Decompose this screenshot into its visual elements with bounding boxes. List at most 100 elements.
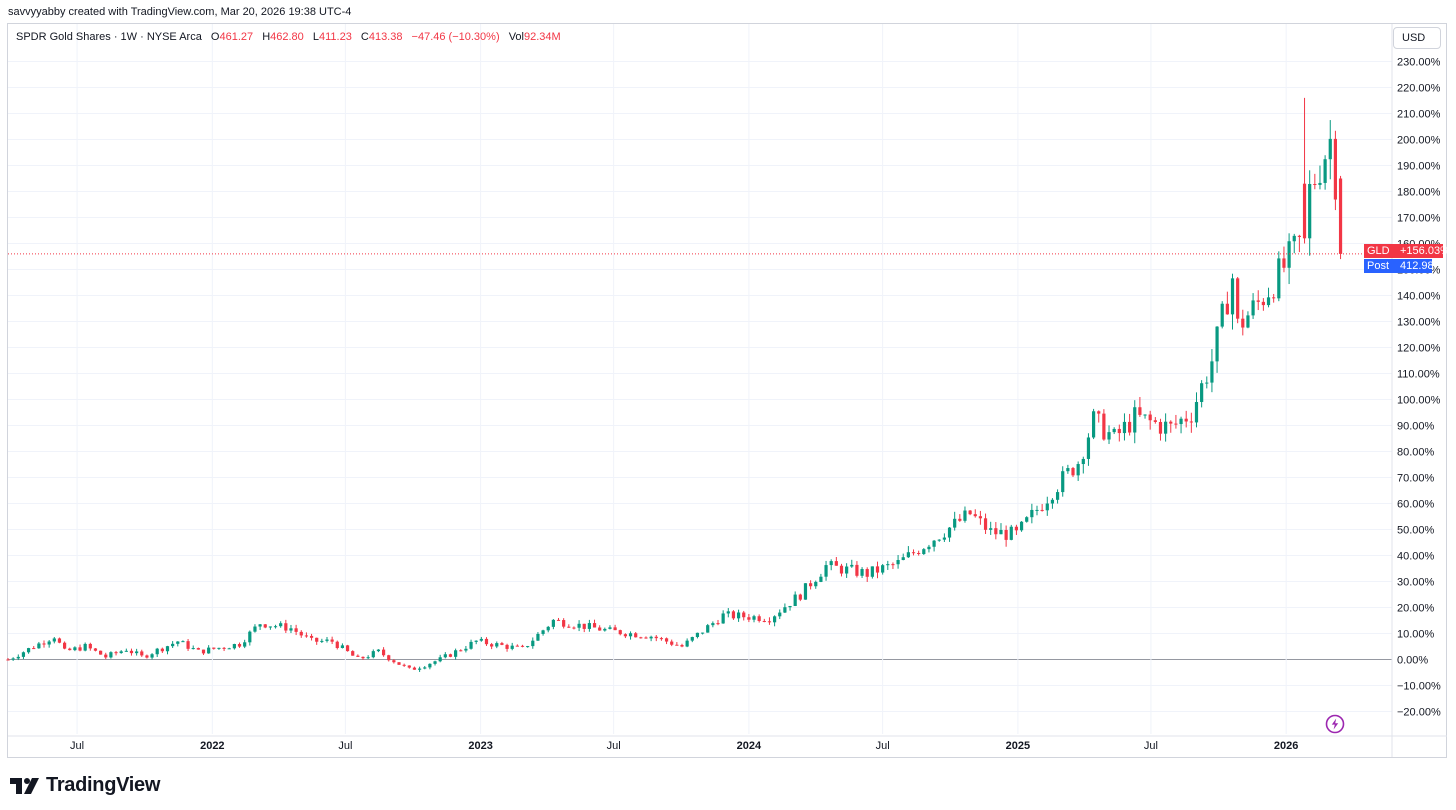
y-tick-label: 230.00% [1397, 57, 1441, 69]
candle-body [824, 565, 828, 577]
candle-body [1122, 421, 1127, 434]
candle-body [1071, 468, 1075, 476]
candle-body [459, 650, 463, 652]
candle-body [978, 516, 983, 519]
y-tick-label: 200.00% [1397, 135, 1441, 147]
candle-body [433, 661, 437, 664]
candle-body [1241, 318, 1245, 328]
candle-body [1143, 414, 1147, 416]
y-tick-label: 10.00% [1397, 629, 1435, 641]
candle-body [1292, 235, 1296, 242]
candle-body [942, 537, 946, 540]
post-label-tag: Post [1364, 259, 1397, 273]
y-tick-label: 0.00% [1397, 655, 1428, 667]
candle-body [11, 658, 15, 660]
currency-selector[interactable]: USD [1393, 27, 1441, 49]
candle-body [381, 649, 386, 656]
candle-body [1158, 421, 1163, 434]
candle-body [644, 637, 648, 639]
candle-body [917, 553, 921, 555]
y-tick-label: −10.00% [1397, 681, 1441, 693]
candle-body [1050, 499, 1055, 504]
tradingview-logo[interactable]: TradingView [10, 774, 160, 797]
candle-body [99, 650, 103, 655]
candle-body [73, 647, 77, 651]
flash-icon[interactable] [1325, 714, 1345, 734]
candle-body [1040, 509, 1044, 511]
candle-body [114, 652, 118, 654]
candle-body [515, 645, 519, 647]
candle-body [417, 668, 422, 670]
tradingview-logo-text: TradingView [46, 774, 161, 796]
candle-body [361, 656, 365, 659]
candle-body [207, 647, 211, 654]
candle-body [870, 566, 874, 577]
open-key: O [210, 31, 220, 43]
symbol-title[interactable]: SPDR Gold Shares · 1W · NYSE Arca [16, 31, 202, 43]
y-tick-label: 30.00% [1397, 577, 1435, 589]
candle-body [582, 623, 586, 629]
candle-body [654, 636, 658, 639]
candle-body [860, 569, 864, 576]
candle-body [577, 623, 581, 628]
candle-body [767, 621, 772, 623]
candle-body [104, 654, 108, 658]
candle-body [294, 628, 298, 632]
candle-body [42, 643, 46, 645]
candle-body [227, 648, 231, 650]
candle-body [155, 648, 159, 655]
candle-body [505, 644, 509, 649]
candle-body [1333, 138, 1338, 200]
candle-body [237, 644, 242, 647]
candle-body [613, 627, 617, 631]
candle-body [469, 641, 473, 649]
y-tick-label: 130.00% [1397, 317, 1441, 329]
candle-body [26, 648, 31, 653]
candle-body [1097, 411, 1101, 414]
candle-body [757, 616, 761, 621]
candle-body [37, 643, 41, 649]
candle-body [628, 633, 633, 637]
candle-body [1117, 428, 1121, 434]
candle-body [289, 628, 293, 631]
candle-body [299, 631, 303, 636]
candle-body [1220, 303, 1224, 327]
candle-body [670, 641, 674, 645]
candle-body [752, 616, 756, 620]
candle-body [783, 607, 787, 613]
candle-body [716, 623, 720, 625]
candle-body [865, 569, 869, 577]
candle-body [947, 527, 952, 538]
candle-body [1272, 297, 1276, 299]
y-tick-label: 210.00% [1397, 109, 1441, 121]
candle-body [1164, 421, 1168, 434]
candle-body [443, 654, 447, 658]
candle-body [1210, 361, 1214, 383]
candle-body [618, 630, 622, 635]
candle-body [474, 640, 478, 642]
candle-body [520, 645, 525, 647]
candle-body [881, 565, 885, 573]
candle-body [351, 651, 355, 656]
y-tick-label: 100.00% [1397, 395, 1441, 407]
candle-body [402, 664, 406, 666]
x-tick-label: 2026 [1274, 740, 1298, 752]
close-value: 413.38 [368, 31, 403, 43]
candle-body [664, 638, 669, 642]
candle-body [109, 652, 113, 658]
candle-body [551, 619, 555, 627]
candle-body [1153, 420, 1157, 422]
candle-body [490, 644, 494, 647]
candle-body [680, 645, 684, 647]
candle-body [315, 637, 319, 642]
candle-body [186, 641, 190, 649]
candle-body [335, 641, 339, 649]
candle-body [1215, 326, 1219, 362]
candle-body [1025, 517, 1029, 522]
candle-body [526, 646, 530, 648]
candle-body [124, 650, 128, 652]
candle-body [572, 627, 576, 629]
symbol-legend: SPDR Gold Shares · 1W · NYSE Arca O461.2… [16, 31, 561, 43]
low-key: L [312, 31, 319, 43]
